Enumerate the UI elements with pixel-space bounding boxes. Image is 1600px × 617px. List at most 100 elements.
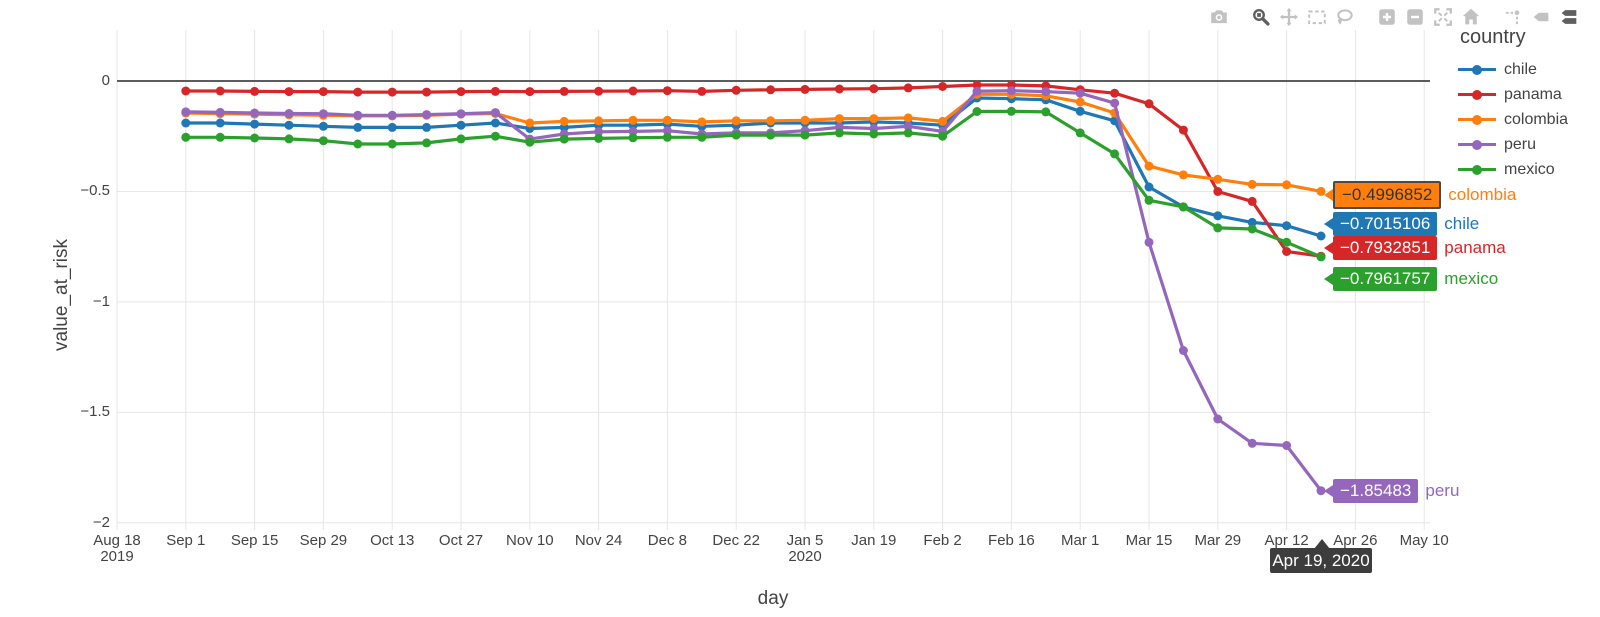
data-point-mexico-24[interactable] (1006, 106, 1016, 116)
data-point-colombia-21[interactable] (903, 113, 913, 123)
data-point-peru-31[interactable] (1247, 438, 1257, 448)
data-point-mexico-15[interactable] (697, 132, 707, 142)
data-point-mexico-4[interactable] (318, 136, 328, 146)
data-point-peru-24[interactable] (1006, 86, 1016, 96)
data-point-mexico-7[interactable] (422, 138, 432, 148)
zoom-out-button[interactable] (1402, 4, 1430, 30)
legend-item-panama[interactable]: panama (1458, 82, 1568, 107)
data-point-colombia-29[interactable] (1178, 170, 1188, 180)
data-point-peru-3[interactable] (284, 109, 294, 118)
data-point-mexico-28[interactable] (1144, 195, 1154, 205)
data-point-mexico-21[interactable] (903, 128, 913, 138)
data-point-panama-11[interactable] (559, 86, 569, 96)
series-mexico[interactable] (181, 106, 1326, 262)
data-point-panama-14[interactable] (662, 86, 672, 96)
data-point-panama-21[interactable] (903, 83, 913, 93)
data-point-panama-9[interactable] (490, 86, 500, 96)
data-point-peru-26[interactable] (1075, 88, 1085, 98)
data-point-colombia-14[interactable] (662, 115, 672, 125)
legend-item-chile[interactable]: chile (1458, 57, 1568, 82)
data-point-mexico-1[interactable] (215, 132, 225, 142)
data-point-peru-28[interactable] (1144, 237, 1154, 247)
data-point-peru-2[interactable] (250, 108, 260, 118)
data-point-peru-6[interactable] (387, 110, 397, 120)
data-point-panama-13[interactable] (628, 86, 638, 96)
data-point-panama-15[interactable] (697, 86, 707, 96)
data-point-mexico-5[interactable] (353, 139, 363, 149)
data-point-peru-5[interactable] (353, 110, 363, 120)
data-point-colombia-12[interactable] (594, 116, 604, 126)
data-point-mexico-31[interactable] (1247, 224, 1257, 234)
data-point-mexico-16[interactable] (731, 130, 741, 140)
data-point-chile-33[interactable] (1316, 231, 1326, 241)
download-plot-as-png-button[interactable] (1206, 4, 1234, 30)
data-point-colombia-10[interactable] (525, 118, 535, 128)
data-point-panama-22[interactable] (938, 82, 948, 91)
data-point-chile-30[interactable] (1213, 211, 1223, 221)
data-point-peru-4[interactable] (318, 109, 328, 119)
series-peru[interactable] (181, 86, 1326, 496)
data-point-panama-7[interactable] (422, 87, 432, 97)
zoom-button[interactable] (1248, 4, 1276, 30)
data-point-peru-7[interactable] (422, 110, 432, 120)
lasso-select-button[interactable] (1332, 4, 1360, 30)
data-point-peru-21[interactable] (903, 121, 913, 131)
data-point-panama-5[interactable] (353, 87, 363, 97)
data-point-panama-27[interactable] (1110, 88, 1120, 98)
data-point-colombia-13[interactable] (628, 115, 638, 125)
data-point-colombia-30[interactable] (1213, 174, 1223, 184)
data-point-colombia-16[interactable] (731, 116, 741, 126)
pan-button[interactable] (1276, 4, 1304, 30)
data-point-peru-29[interactable] (1178, 346, 1188, 355)
toggle-spike-lines-button[interactable] (1500, 4, 1528, 30)
legend-item-mexico[interactable]: mexico (1458, 157, 1568, 182)
data-point-chile-5[interactable] (353, 122, 363, 132)
data-point-panama-3[interactable] (284, 87, 294, 97)
data-point-colombia-22[interactable] (938, 116, 948, 126)
data-point-mexico-29[interactable] (1178, 202, 1188, 212)
data-point-mexico-23[interactable] (972, 107, 982, 116)
box-select-button[interactable] (1304, 4, 1332, 30)
data-point-peru-27[interactable] (1110, 98, 1120, 108)
data-point-mexico-10[interactable] (525, 137, 535, 147)
data-point-mexico-25[interactable] (1041, 107, 1051, 117)
compare-data-on-hover-button[interactable] (1556, 4, 1584, 30)
data-point-mexico-0[interactable] (181, 132, 191, 142)
data-point-peru-9[interactable] (490, 108, 500, 118)
data-point-mexico-8[interactable] (456, 134, 466, 144)
data-point-panama-29[interactable] (1178, 125, 1188, 135)
data-point-colombia-18[interactable] (800, 115, 810, 125)
data-point-panama-1[interactable] (215, 86, 225, 96)
data-point-chile-6[interactable] (387, 122, 397, 132)
data-point-mexico-19[interactable] (834, 128, 844, 138)
data-point-peru-25[interactable] (1041, 87, 1051, 97)
data-point-peru-23[interactable] (972, 86, 982, 96)
data-point-mexico-2[interactable] (250, 133, 260, 143)
data-point-colombia-20[interactable] (869, 114, 879, 124)
data-point-peru-33[interactable] (1316, 486, 1326, 496)
data-point-chile-28[interactable] (1144, 182, 1154, 192)
data-point-panama-30[interactable] (1213, 187, 1223, 196)
data-point-peru-13[interactable] (628, 126, 638, 136)
data-point-panama-23[interactable] (972, 80, 982, 90)
data-point-chile-3[interactable] (284, 120, 294, 130)
data-point-panama-16[interactable] (731, 85, 741, 95)
data-point-mexico-14[interactable] (662, 132, 672, 142)
data-point-chile-1[interactable] (215, 118, 225, 128)
data-point-chile-4[interactable] (318, 121, 328, 131)
data-point-panama-6[interactable] (387, 87, 397, 97)
data-point-mexico-11[interactable] (559, 134, 569, 144)
zoom-in-button[interactable] (1374, 4, 1402, 30)
data-point-mexico-33[interactable] (1316, 252, 1326, 262)
data-point-mexico-3[interactable] (284, 134, 294, 144)
data-point-chile-31[interactable] (1247, 217, 1257, 227)
data-point-panama-12[interactable] (594, 86, 604, 96)
data-point-mexico-27[interactable] (1110, 149, 1120, 159)
data-point-mexico-32[interactable] (1282, 237, 1292, 247)
data-point-panama-28[interactable] (1144, 99, 1154, 109)
data-point-mexico-20[interactable] (869, 129, 879, 139)
data-point-peru-1[interactable] (215, 107, 225, 117)
data-point-panama-0[interactable] (181, 86, 191, 96)
data-point-panama-19[interactable] (834, 84, 844, 94)
data-point-panama-10[interactable] (525, 87, 535, 97)
